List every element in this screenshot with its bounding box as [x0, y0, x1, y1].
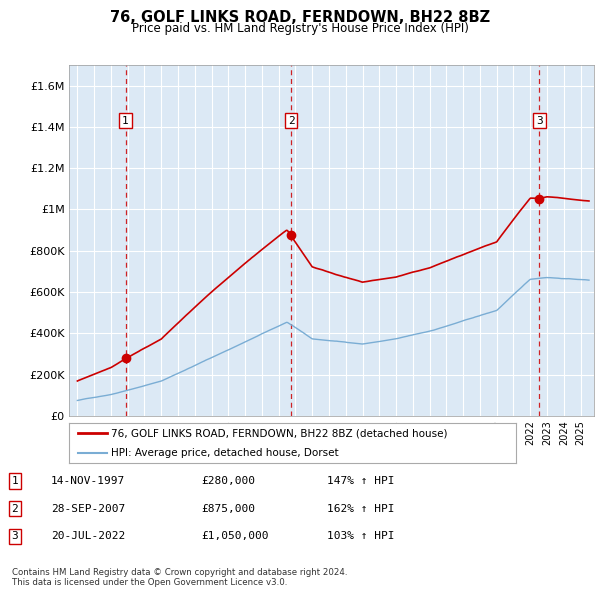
- Text: 162% ↑ HPI: 162% ↑ HPI: [327, 504, 395, 513]
- Text: 76, GOLF LINKS ROAD, FERNDOWN, BH22 8BZ: 76, GOLF LINKS ROAD, FERNDOWN, BH22 8BZ: [110, 10, 490, 25]
- Text: 20-JUL-2022: 20-JUL-2022: [51, 532, 125, 541]
- Text: 28-SEP-2007: 28-SEP-2007: [51, 504, 125, 513]
- Text: £280,000: £280,000: [201, 476, 255, 486]
- Text: £875,000: £875,000: [201, 504, 255, 513]
- Text: 14-NOV-1997: 14-NOV-1997: [51, 476, 125, 486]
- Text: £1,050,000: £1,050,000: [201, 532, 269, 541]
- Text: 103% ↑ HPI: 103% ↑ HPI: [327, 532, 395, 541]
- Text: 3: 3: [11, 532, 19, 541]
- Text: 1: 1: [122, 116, 129, 126]
- Text: HPI: Average price, detached house, Dorset: HPI: Average price, detached house, Dors…: [112, 448, 339, 458]
- Text: 2: 2: [11, 504, 19, 513]
- Text: Price paid vs. HM Land Registry's House Price Index (HPI): Price paid vs. HM Land Registry's House …: [131, 22, 469, 35]
- Text: 147% ↑ HPI: 147% ↑ HPI: [327, 476, 395, 486]
- Text: 2: 2: [288, 116, 295, 126]
- Text: 3: 3: [536, 116, 543, 126]
- Text: Contains HM Land Registry data © Crown copyright and database right 2024.
This d: Contains HM Land Registry data © Crown c…: [12, 568, 347, 587]
- Text: 76, GOLF LINKS ROAD, FERNDOWN, BH22 8BZ (detached house): 76, GOLF LINKS ROAD, FERNDOWN, BH22 8BZ …: [112, 428, 448, 438]
- Text: 1: 1: [11, 476, 19, 486]
